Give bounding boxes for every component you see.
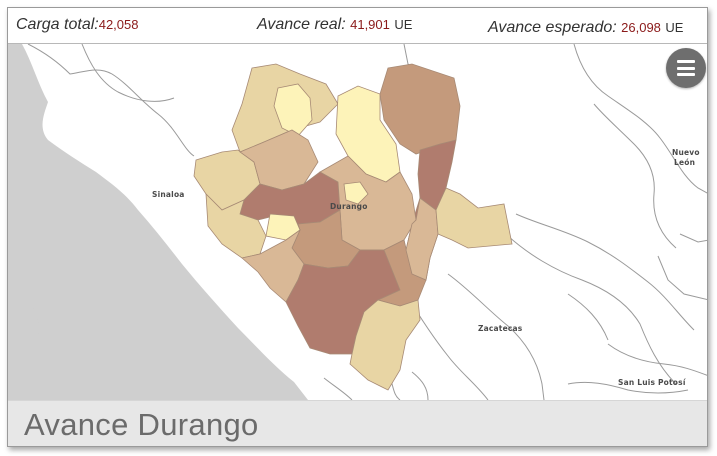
stats-bar: Carga total:42,058 Avance real: 41,901 U…: [8, 8, 707, 44]
coast-islands: [8, 270, 39, 389]
avance-esperado-value: 26,098: [621, 20, 661, 35]
label-leon: León: [674, 158, 696, 167]
avance-esperado-label: Avance esperado:: [488, 19, 617, 36]
label-nuevo: Nuevo: [672, 148, 700, 157]
avance-real-label: Avance real:: [257, 16, 346, 33]
avance-real-value: 41,901: [350, 17, 390, 32]
label-san-luis-potosi: San Luis Potosí: [618, 378, 686, 387]
stat-avance-real: Avance real: 41,901 UE: [257, 16, 412, 34]
carga-total-value: 42,058: [98, 17, 139, 32]
region-east-edge[interactable]: [435, 187, 513, 249]
label-durango: Durango: [330, 202, 368, 211]
pacific-ocean: [8, 44, 308, 400]
stat-carga-total: Carga total:42,058: [16, 16, 138, 34]
region-south-tip[interactable]: [349, 299, 421, 391]
label-sinaloa: Sinaloa: [152, 190, 185, 199]
region-west-lower[interactable]: [205, 192, 267, 259]
label-zacatecas: Zacatecas: [478, 324, 523, 333]
avance-real-unit: UE: [394, 17, 413, 32]
region-north-pale-1[interactable]: [273, 83, 313, 137]
avance-esperado-unit: UE: [665, 20, 684, 35]
durango-regions[interactable]: [193, 63, 513, 391]
map-view[interactable]: Sinaloa Durango Nuevo León Zacatecas San…: [8, 44, 707, 400]
hamburger-menu-icon[interactable]: [666, 48, 706, 88]
carga-total-label: Carga total:: [16, 16, 99, 33]
footer-title: Avance Durango: [24, 407, 259, 442]
dashboard-card: Carga total:42,058 Avance real: 41,901 U…: [7, 7, 708, 447]
region-durango-city[interactable]: [343, 181, 369, 205]
footer-bar: Avance Durango: [8, 400, 707, 446]
choropleth-map[interactable]: [8, 44, 707, 400]
region-west-mid[interactable]: [239, 129, 319, 191]
state-borders: [27, 44, 707, 400]
stat-avance-esperado: Avance esperado: 26,098 UE: [488, 19, 683, 37]
